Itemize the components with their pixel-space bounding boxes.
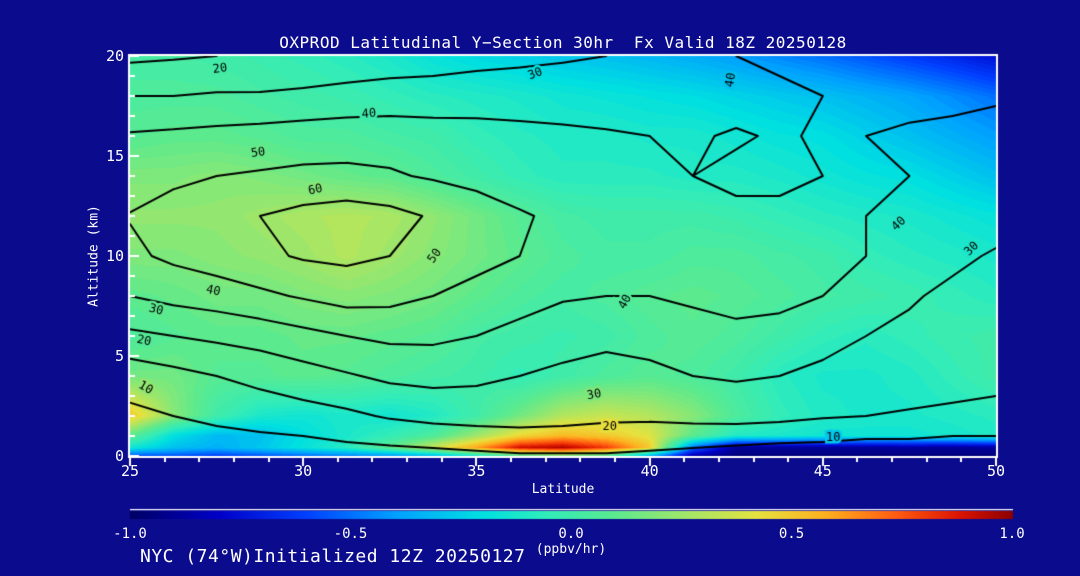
init-info-text: NYC (74°W)Initialized 12Z 20250127 [140,546,526,567]
x-axis-title: Latitude [531,482,595,497]
y-tick-label: 0 [114,447,124,465]
x-tick-label: 35 [467,462,486,480]
plot-title: OXPROD Latitudinal Y−Section 30hr Fx Val… [279,33,847,52]
x-tick-label: 50 [986,462,1006,480]
colorbar-unit-label: (ppbv/hr) [535,542,607,557]
x-tick-label: 25 [120,462,140,480]
colorbar-tick-label: -0.5 [333,526,368,542]
y-tick-label: 5 [114,347,124,365]
y-tick-label: 15 [105,147,124,165]
x-tick-label: 40 [640,462,659,480]
colorbar-tick-label: 0.0 [558,526,584,542]
y-tick-label: 10 [105,247,124,265]
colorbar-tick-label: -1.0 [113,526,147,542]
colorbar-tick-label: 0.5 [778,526,805,542]
y-tick-label: 20 [105,47,124,65]
x-tick-label: 30 [294,462,313,480]
x-tick-label: 45 [813,462,832,480]
colorbar-tick-label: 1.0 [999,526,1025,542]
